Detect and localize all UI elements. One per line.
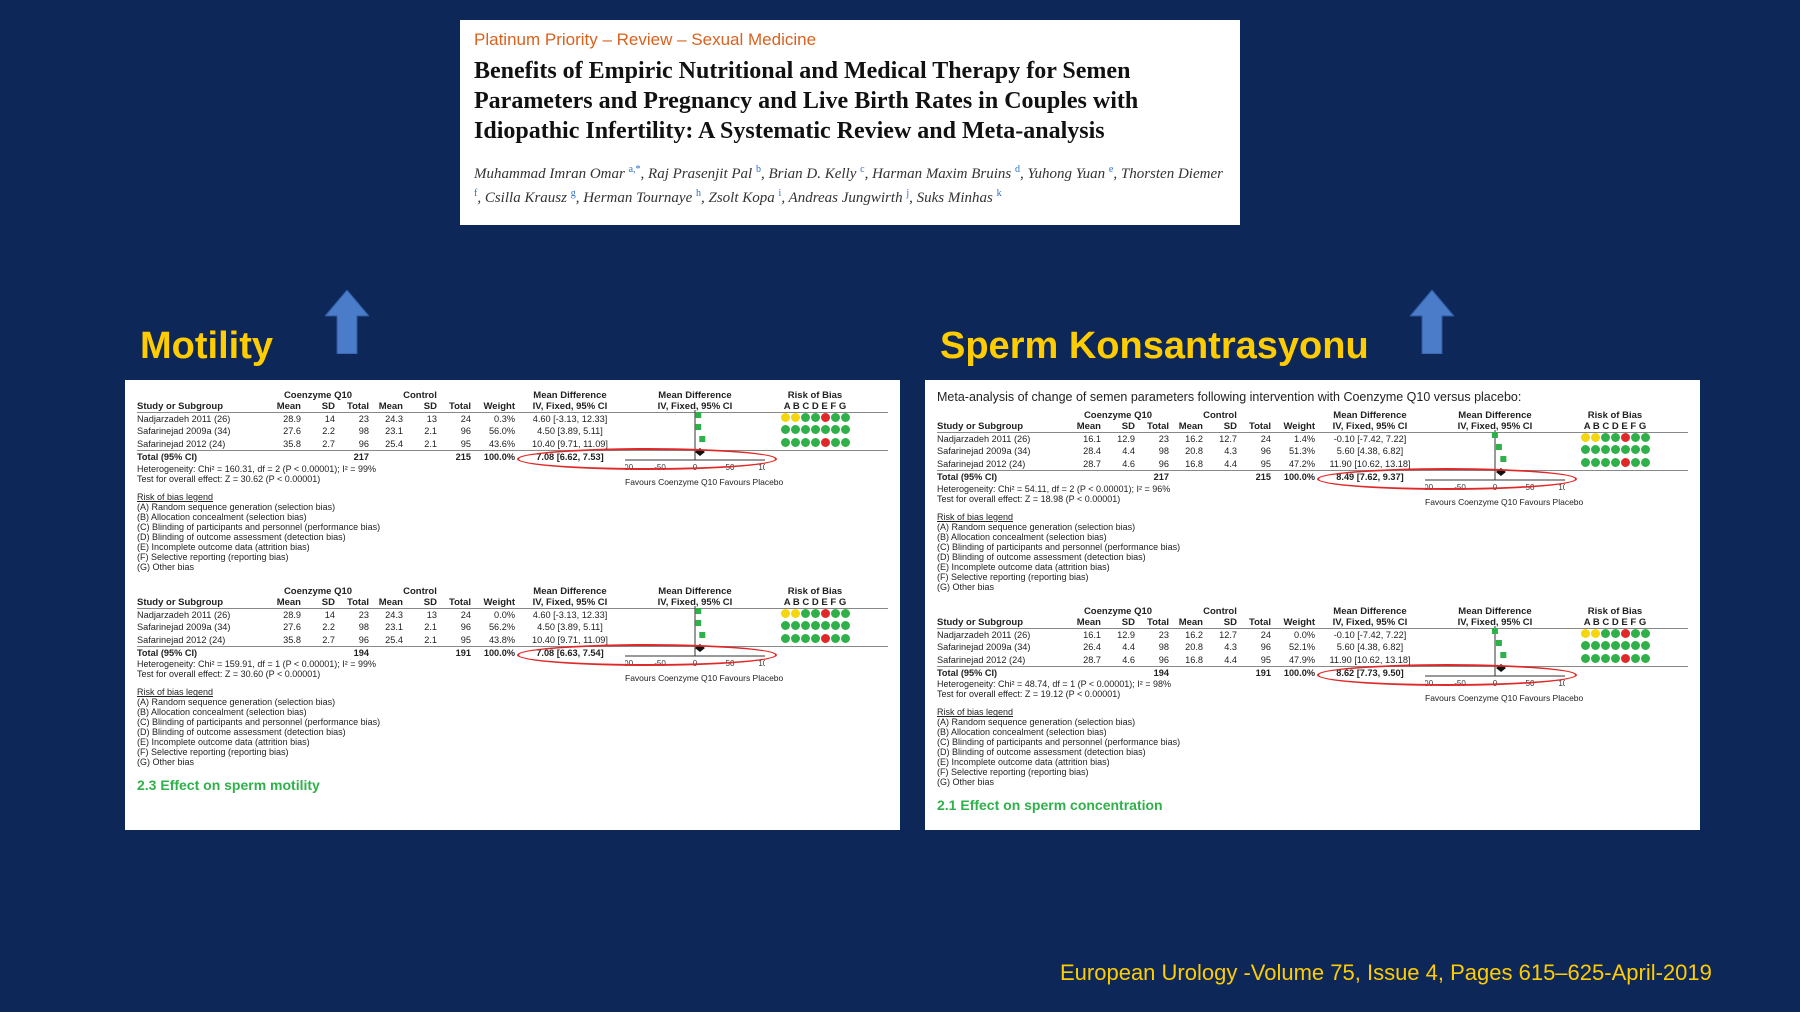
label-concentration: Sperm Konsantrasyonu xyxy=(940,325,1369,368)
svg-text:0: 0 xyxy=(693,659,698,668)
forest-block: Coenzyme Q10ControlMean DifferenceMean D… xyxy=(137,586,888,680)
forest-block: Coenzyme Q10ControlMean DifferenceMean D… xyxy=(937,606,1688,700)
svg-text:0: 0 xyxy=(1493,679,1498,688)
svg-text:50: 50 xyxy=(1526,679,1535,688)
paper-category: Platinum Priority – Review – Sexual Medi… xyxy=(474,30,1226,50)
svg-text:100: 100 xyxy=(1558,679,1565,688)
svg-text:-50: -50 xyxy=(1454,679,1466,688)
arrow-up-icon xyxy=(1410,290,1454,354)
paper-title: Benefits of Empiric Nutritional and Medi… xyxy=(474,56,1226,146)
forest-panel-motility: Coenzyme Q10ControlMean DifferenceMean D… xyxy=(125,380,900,830)
forest-block: Coenzyme Q10ControlMean DifferenceMean D… xyxy=(137,390,888,484)
svg-text:-50: -50 xyxy=(1454,483,1466,492)
forest-block: Coenzyme Q10ControlMean DifferenceMean D… xyxy=(937,410,1688,504)
svg-text:0: 0 xyxy=(1493,483,1498,492)
label-motility: Motility xyxy=(140,325,273,368)
arrow-up-icon xyxy=(325,290,369,354)
meta-intro: Meta-analysis of change of semen paramet… xyxy=(937,390,1688,404)
caption-motility: 2.3 Effect on sperm motility xyxy=(137,777,888,793)
caption-concentration: 2.1 Effect on sperm concentration xyxy=(937,797,1688,813)
svg-text:50: 50 xyxy=(1526,483,1535,492)
svg-text:50: 50 xyxy=(726,659,735,668)
svg-text:100: 100 xyxy=(1558,483,1565,492)
svg-text:-100: -100 xyxy=(1425,679,1434,688)
svg-text:-50: -50 xyxy=(654,463,666,472)
paper-authors: Muhammad Imran Omar a,*, Raj Prasenjit P… xyxy=(474,162,1226,211)
citation: European Urology -Volume 75, Issue 4, Pa… xyxy=(1060,960,1712,986)
paper-header: Platinum Priority – Review – Sexual Medi… xyxy=(460,20,1240,225)
svg-text:100: 100 xyxy=(758,659,765,668)
svg-text:50: 50 xyxy=(726,463,735,472)
svg-text:0: 0 xyxy=(693,463,698,472)
svg-text:-100: -100 xyxy=(625,463,634,472)
svg-text:-100: -100 xyxy=(625,659,634,668)
svg-text:100: 100 xyxy=(758,463,765,472)
forest-panel-concentration: Meta-analysis of change of semen paramet… xyxy=(925,380,1700,830)
svg-text:-100: -100 xyxy=(1425,483,1434,492)
svg-text:-50: -50 xyxy=(654,659,666,668)
